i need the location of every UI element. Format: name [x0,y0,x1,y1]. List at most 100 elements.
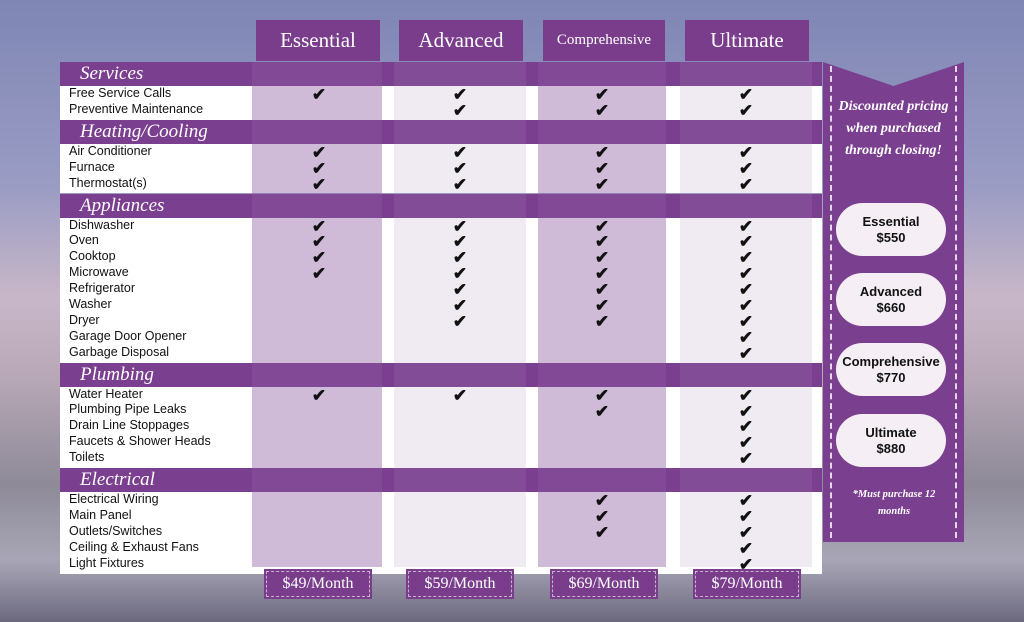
feature-label: Dishwasher [69,217,135,232]
checkmark-icon: ✔ [738,343,754,363]
checkmark-icon: ✔ [738,417,754,437]
section-rows: Air Conditioner Furnace Thermostat(s) [60,143,822,194]
feature-label: Furnace [69,159,115,174]
plan-header-comprehensive: Comprehensive [543,20,665,61]
checkmark-icon: ✔ [594,216,610,236]
section-rows: Free Service Calls Preventive Maintenance [60,86,822,120]
promo-note: *Must purchase 12 months [852,489,936,517]
feature-label: Thermostat(s) [69,175,147,190]
pill-price: $660 [876,299,906,315]
checkmark-icon: ✔ [452,385,468,405]
checkmark-icon: ✔ [452,142,468,162]
pill-plan-name: Ultimate [865,424,917,440]
checkmark-icon: ✔ [311,85,327,104]
checkmark-icon: ✔ [738,158,754,178]
discount-price-pill: Advanced $660 [836,273,946,326]
checkmark-icon: ✔ [311,385,327,405]
banner-dashed-border [830,66,832,538]
checkmark-icon: ✔ [311,264,327,284]
checkmark-icon: ✔ [594,311,610,331]
section-rows: Electrical Wiring Main Panel Outlets/Switc… [60,492,822,574]
pill-plan-name: Advanced [859,283,923,299]
discount-price-pill: Essential $550 [836,203,946,256]
monthly-price-tag: $59/Month [406,569,514,599]
feature-label: Preventive Maintenance [69,101,204,116]
checkmark-icon: ✔ [738,311,754,331]
feature-label: Free Service Calls [69,86,172,100]
plan-header-essential: Essential [256,20,380,61]
checkmark-icon: ✔ [738,449,754,469]
checkmark-icon: ✔ [594,248,610,268]
checkmark-icon: ✔ [738,327,754,347]
checkmark-icon: ✔ [738,538,754,558]
checkmark-icon: ✔ [311,216,327,236]
section-header: Appliances [60,193,822,218]
pill-price: $880 [876,440,906,456]
monthly-price-tag: $49/Month [264,569,372,599]
plan-column-advanced [394,62,526,567]
pill-price: $550 [876,229,906,245]
checkmark-icon: ✔ [738,385,754,405]
checkmark-icon: ✔ [738,142,754,162]
feature-label: Ceiling & Exhaust Fans [69,539,199,554]
plan-column-essential [252,62,382,567]
feature-label: Cooktop [69,249,116,264]
feature-label: Washer [69,296,112,311]
checkmark-icon: ✔ [738,433,754,453]
checkmark-icon: ✔ [738,100,754,120]
feature-label: Microwave [69,265,129,280]
checkmark-icon: ✔ [738,522,754,542]
plan-column-ultimate [680,62,812,567]
checkmark-icon: ✔ [738,296,754,315]
checkmark-icon: ✔ [452,158,468,178]
feature-label: Refrigerator [69,281,135,296]
checkmark-icon: ✔ [594,158,610,178]
feature-label: Outlets/Switches [69,523,163,538]
checkmark-icon: ✔ [452,280,468,300]
checkmark-icon: ✔ [738,248,754,268]
monthly-price-tag: $79/Month [693,569,801,599]
checkmark-icon: ✔ [452,264,468,284]
checkmark-icon: ✔ [594,507,610,526]
checkmark-icon: ✔ [452,174,468,194]
discount-price-pill: Comprehensive $770 [836,343,946,396]
checkmark-icon: ✔ [594,296,610,315]
plan-column-comprehensive [538,62,666,567]
section-header: Services [60,62,822,86]
checkmark-icon: ✔ [311,232,327,252]
checkmark-icon: ✔ [452,248,468,268]
monthly-price-tag: $69/Month [550,569,658,599]
checkmark-icon: ✔ [452,216,468,236]
checkmark-icon: ✔ [452,85,468,104]
feature-label: Faucets & Shower Heads [69,434,211,449]
pill-plan-name: Comprehensive [842,353,940,369]
checkmark-icon: ✔ [452,296,468,315]
section-rows: Water Heater Plumbing Pipe Leaks Drain Lin… [60,386,822,469]
checkmark-icon: ✔ [311,158,327,178]
feature-label: Main Panel [69,507,132,522]
plan-header-ultimate: Ultimate [685,20,809,61]
checkmark-icon: ✔ [738,232,754,252]
checkmark-icon: ✔ [594,522,610,542]
checkmark-icon: ✔ [594,491,610,511]
checkmark-icon: ✔ [594,280,610,300]
checkmark-icon: ✔ [452,100,468,120]
feature-label: Garage Door Opener [69,328,187,343]
feature-label: Toilets [69,450,105,465]
checkmark-icon: ✔ [738,85,754,104]
section-header: Heating/Cooling [60,119,822,144]
checkmark-icon: ✔ [738,174,754,194]
checkmark-icon: ✔ [452,232,468,252]
feature-label: Light Fixtures [69,555,145,570]
checkmark-icon: ✔ [738,507,754,526]
feature-label: Electrical Wiring [69,492,159,507]
checkmark-icon: ✔ [452,311,468,331]
feature-label: Plumbing Pipe Leaks [69,402,187,417]
checkmark-icon: ✔ [594,264,610,284]
feature-label: Garbage Disposal [69,344,170,359]
checkmark-icon: ✔ [738,401,754,421]
checkmark-icon: ✔ [738,491,754,511]
pill-plan-name: Essential [862,213,920,229]
feature-label: Oven [69,233,99,248]
feature-label: Air Conditioner [69,143,152,158]
